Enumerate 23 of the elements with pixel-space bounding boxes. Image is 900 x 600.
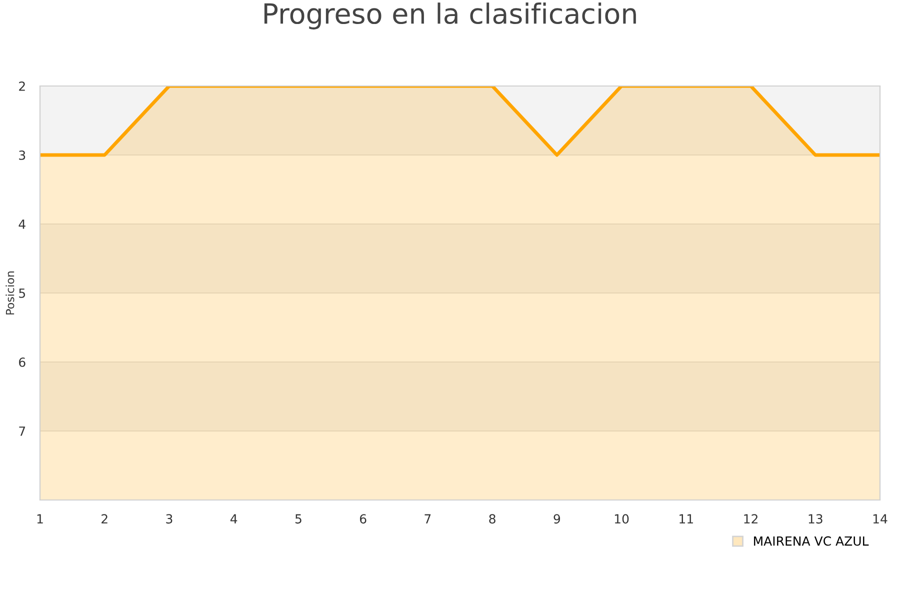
- x-tick-label: 2: [102, 514, 108, 524]
- x-tick-label: 14: [873, 514, 888, 524]
- x-tick-label: 10: [614, 514, 629, 524]
- y-tick-label: 3: [19, 150, 26, 160]
- chart-title: Progreso en la clasificacion: [264, 2, 636, 30]
- x-tick-label: 12: [744, 514, 758, 524]
- x-tick-label: 7: [424, 514, 431, 524]
- legend-label: MAIRENA VC AZUL: [754, 536, 869, 546]
- y-axis-title: Posicion: [6, 271, 14, 314]
- x-tick-label: 4: [230, 514, 238, 524]
- x-tick-label: 5: [295, 514, 302, 524]
- x-tick-label: 6: [360, 514, 366, 524]
- x-tick-label: 8: [489, 514, 496, 524]
- y-tick-label: 2: [19, 81, 25, 91]
- x-tick-label: 9: [554, 514, 560, 524]
- y-tick-label: 7: [19, 426, 26, 436]
- y-tick-label: 6: [19, 357, 26, 367]
- x-tick-label: 11: [680, 514, 693, 524]
- x-tick-label: 3: [166, 514, 172, 524]
- y-tick-label: 5: [19, 288, 26, 298]
- x-tick-label: 1: [37, 514, 43, 524]
- y-tick-label: 4: [18, 220, 26, 229]
- x-tick-label: 13: [808, 514, 822, 524]
